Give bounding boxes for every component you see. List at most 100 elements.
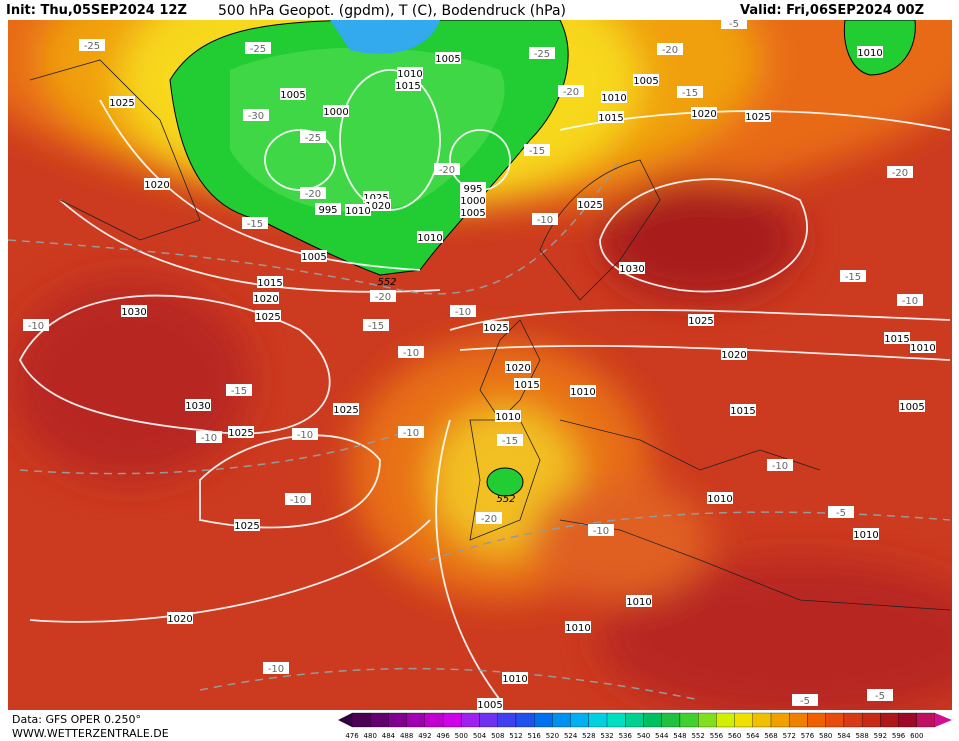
data-source: Data: GFS OPER 0.250°	[12, 713, 141, 726]
colorbar-swatch	[406, 712, 426, 728]
pressure-label-box	[565, 621, 591, 633]
pressure-label: 1010	[853, 530, 878, 541]
temperature-label: -25	[84, 41, 100, 52]
temperature-label: -10	[537, 215, 553, 226]
pressure-label: 1000	[323, 107, 348, 118]
pressure-label: 1025	[688, 316, 713, 327]
pressure-label-box	[691, 107, 717, 119]
temperature-label: -20	[563, 87, 579, 98]
pressure-label: 1025	[234, 521, 259, 532]
colorbar-swatch	[625, 712, 644, 728]
pressure-label-box	[323, 105, 349, 117]
temperature-label: -25	[534, 49, 550, 60]
colorbar-swatch	[770, 712, 790, 728]
temperature-label: -15	[231, 386, 247, 397]
temperature-label: -20	[481, 514, 497, 525]
colorbar-label: 520	[546, 732, 559, 740]
colorbar-label: 492	[418, 732, 431, 740]
temperature-label-box	[245, 42, 271, 54]
colorbar-label: 588	[855, 732, 868, 740]
temperature-label-box	[226, 384, 252, 396]
temperature-label: -20	[892, 168, 908, 179]
temperature-label-box	[497, 434, 523, 446]
pressure-label-box	[745, 110, 771, 122]
temperature-label-box	[532, 213, 558, 225]
temperature-label-box	[196, 431, 222, 443]
colorbar-label: 584	[837, 732, 851, 740]
height-label: 552	[377, 277, 396, 288]
temperature-label-box	[243, 109, 269, 121]
colorbar-swatch	[661, 712, 681, 728]
pressure-label-box	[707, 492, 733, 504]
colorbar-label: 572	[783, 732, 796, 740]
colorbar-swatch	[606, 712, 626, 728]
temperature-label-box	[588, 524, 614, 536]
colorbar-swatch	[570, 712, 589, 728]
temperature-label-box	[398, 426, 424, 438]
pressure-label-box	[633, 74, 659, 86]
colorbar-label: 564	[746, 732, 760, 740]
pressure-label-box	[417, 231, 443, 243]
pressure-label: 1020	[144, 180, 169, 191]
colorbar-label: 504	[473, 732, 487, 740]
pressure-label: 1005	[280, 90, 305, 101]
pressure-label: 1030	[121, 307, 146, 318]
pressure-label: 1010	[417, 233, 442, 244]
pressure-label: 1025	[109, 98, 134, 109]
pressure-label-box	[257, 276, 283, 288]
temperature-label: -10	[403, 348, 419, 359]
colorbar-swatch	[424, 712, 444, 728]
temperature-label-box	[292, 428, 318, 440]
temperature-label-box	[767, 459, 793, 471]
map-title: 500 hPa Geopot. (gpdm), T (C), Bodendruc…	[218, 3, 566, 19]
colorbar-label: 592	[874, 732, 887, 740]
pressure-label: 1005	[477, 700, 502, 711]
colorbar-swatch	[552, 712, 571, 728]
colorbar-swatch	[351, 712, 371, 728]
colorbar: 476 480 484 488 492 496 500 504 508 512 516 520 524 5…	[338, 712, 952, 740]
colorbar-swatch	[843, 712, 863, 728]
colorbar-label: 540	[637, 732, 650, 740]
pressure-label-box	[505, 361, 531, 373]
temperature-label: -30	[248, 111, 264, 122]
pressure-label-box	[397, 67, 423, 79]
colorbar-swatch	[497, 712, 517, 728]
colorbar-swatch	[588, 712, 608, 728]
colorbar-swatch	[825, 712, 845, 728]
pressure-label: 1015	[730, 406, 755, 417]
pressure-label: 1025	[363, 193, 388, 204]
pressure-label: 1015	[395, 81, 420, 92]
pressure-label-box	[253, 292, 279, 304]
pressure-label-box	[502, 672, 528, 684]
temperature-label: -20	[439, 165, 455, 176]
pressure-label-box	[109, 96, 135, 108]
colorbar-label: 476	[345, 732, 359, 740]
pressure-label: 1010	[345, 206, 370, 217]
pressure-label: 1020	[505, 363, 530, 374]
init-time: Init: Thu,05SEP2024 12Z	[6, 3, 187, 18]
colorbar-swatch	[442, 712, 462, 728]
temperature-label-box	[450, 305, 476, 317]
colorbar-swatch	[734, 712, 753, 728]
pressure-label-box	[255, 310, 281, 322]
temperature-label-box	[529, 47, 555, 59]
colorbar-swatch	[388, 712, 407, 728]
temperature-label-box	[363, 319, 389, 331]
temperature-label-box	[840, 270, 866, 282]
temperature-label-box	[79, 39, 105, 51]
colorbar-swatch	[698, 712, 717, 728]
pressure-label-box	[395, 79, 421, 91]
pressure-label-box	[460, 182, 486, 194]
pressure-label-box	[884, 332, 910, 344]
pressure-label: 1005	[633, 76, 658, 87]
pressure-label: 1010	[707, 494, 732, 505]
temperature-label: -10	[290, 495, 306, 506]
pressure-label-box	[301, 250, 327, 262]
colorbar-label: 596	[892, 732, 906, 740]
pressure-label-box	[483, 321, 509, 333]
pressure-label: 1010	[601, 93, 626, 104]
temperature-label-box	[300, 187, 326, 199]
colorbar-label: 568	[764, 732, 777, 740]
pressure-label: 1015	[884, 334, 909, 345]
temperature-label: -5	[800, 696, 810, 707]
